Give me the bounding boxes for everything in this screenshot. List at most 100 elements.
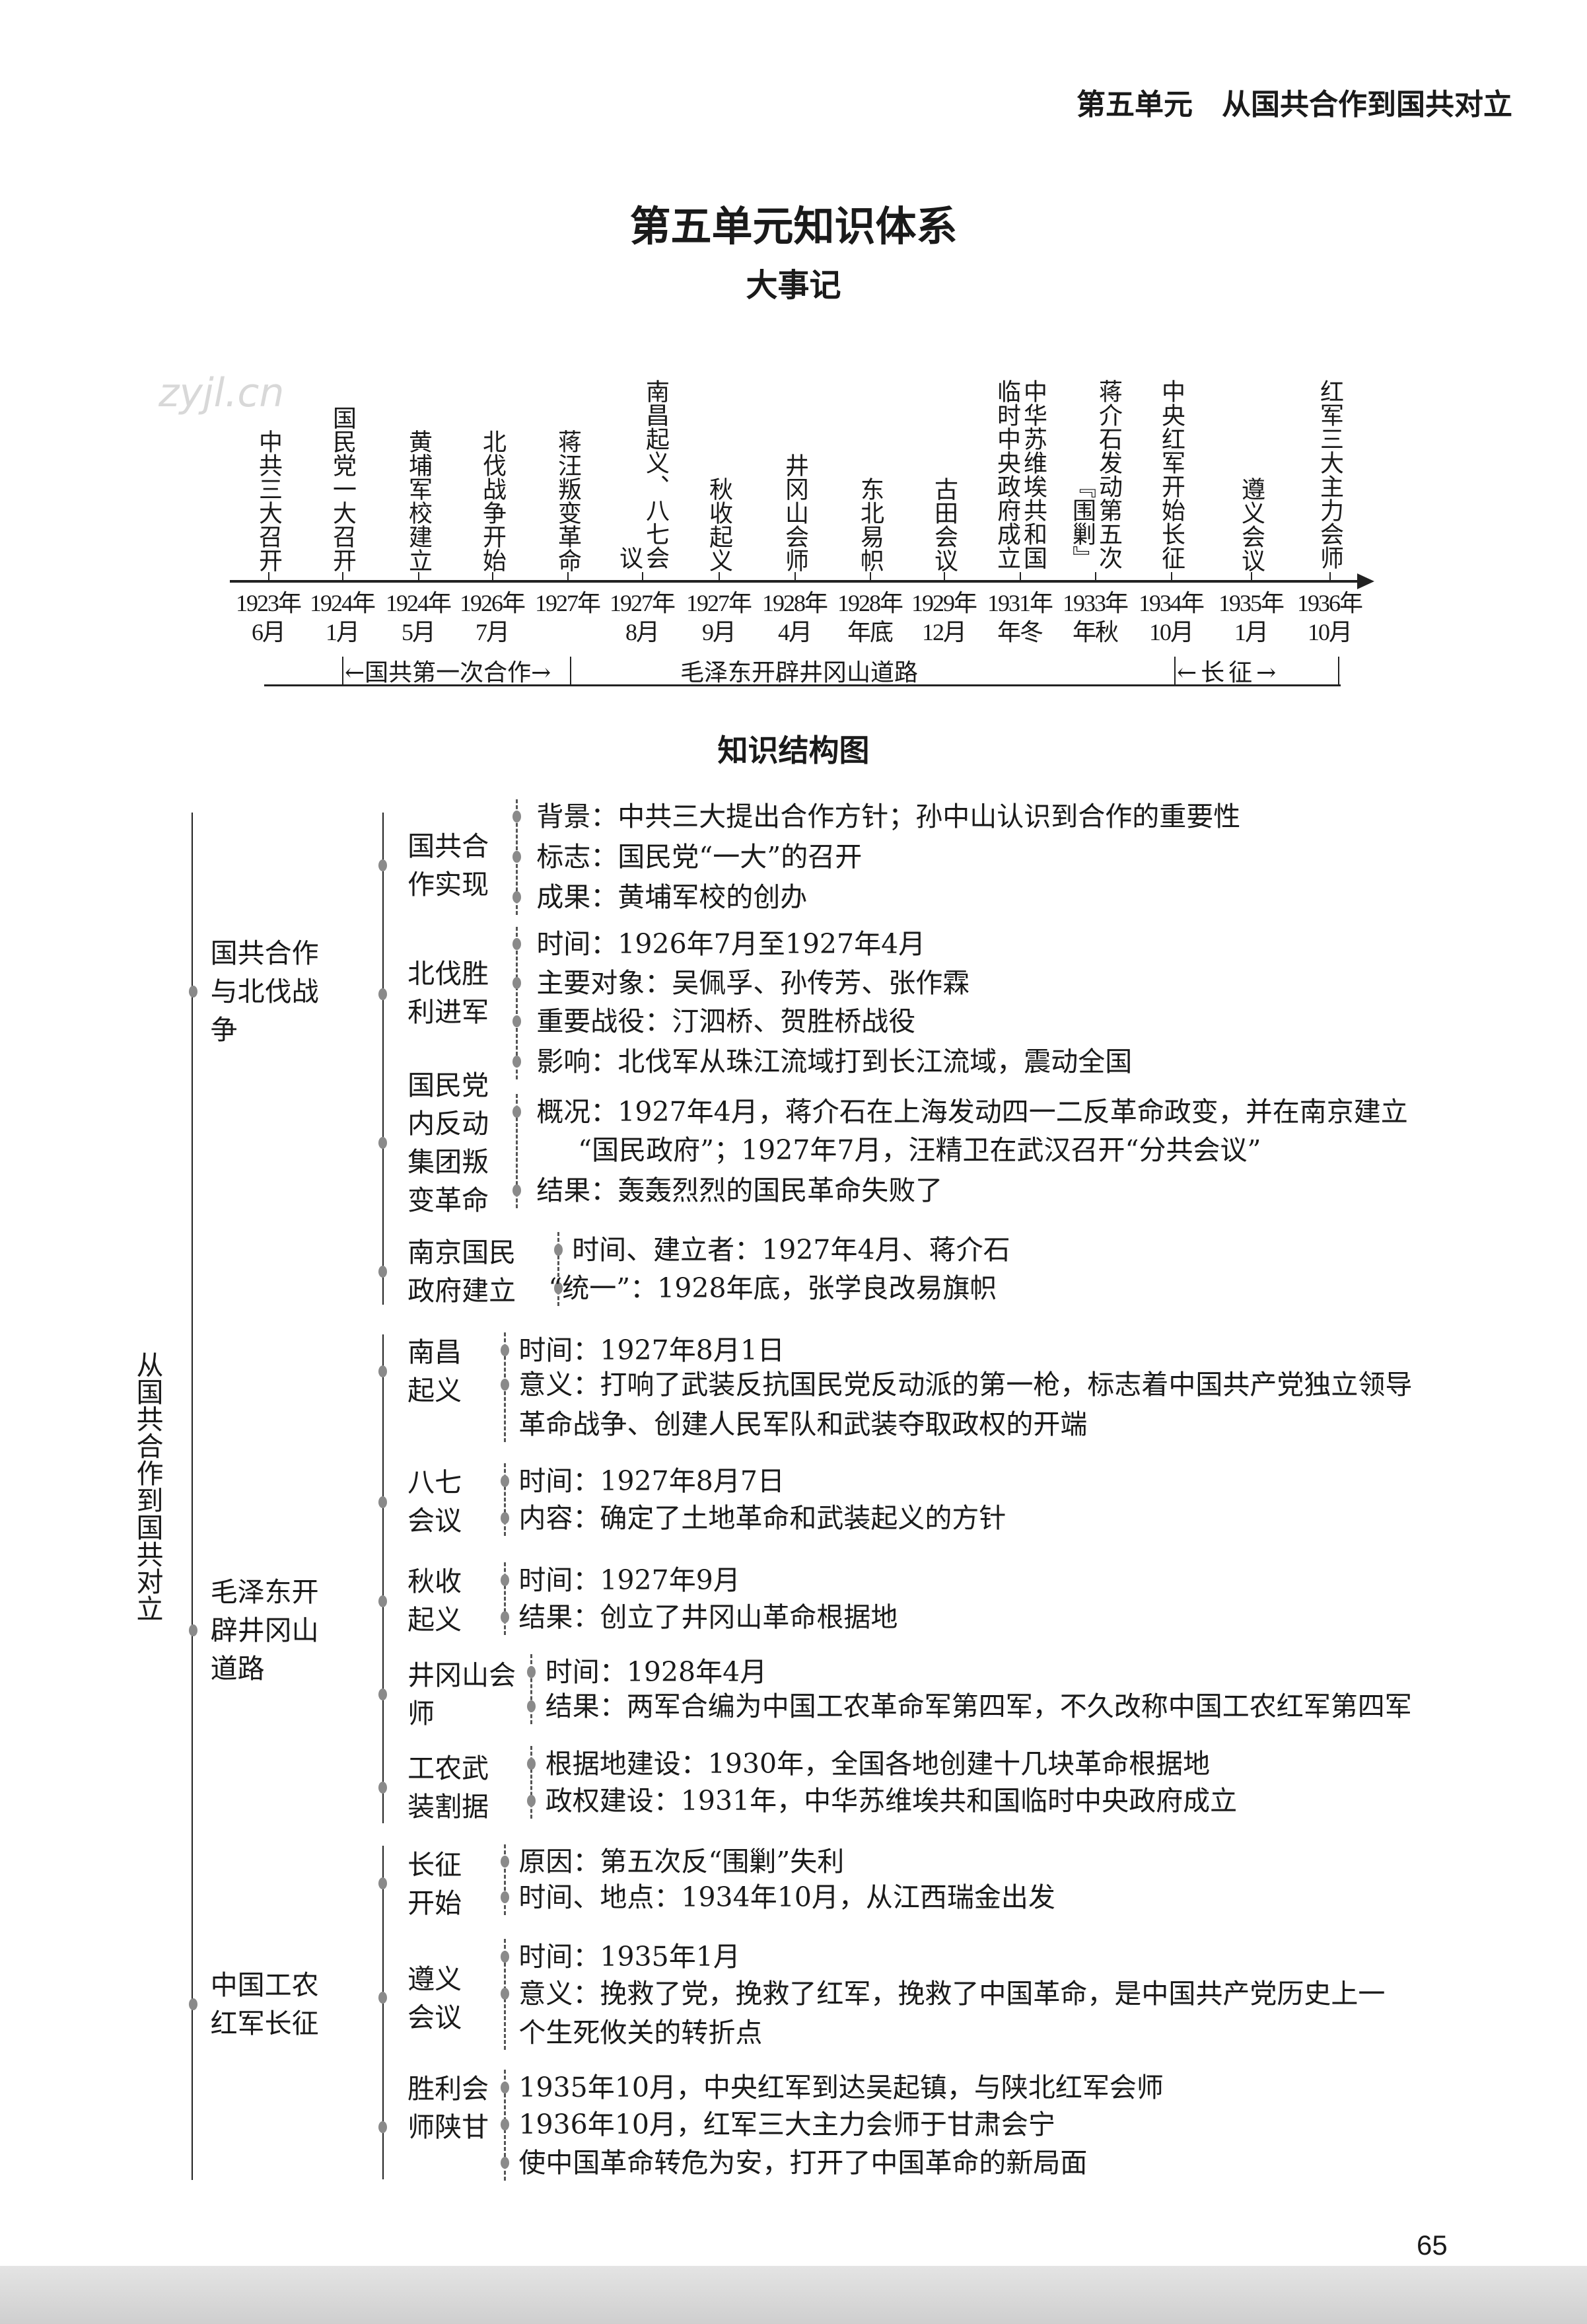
timeline-tick — [794, 572, 796, 581]
timeline-tick — [944, 572, 945, 581]
timeline-event-label: 中华苏维埃共和国临时中央政府成立 — [993, 358, 1047, 569]
timeline-tick — [642, 572, 643, 581]
page-title: 第五单元知识体系 — [629, 202, 958, 250]
timeline-tick — [719, 572, 720, 581]
branch-line — [382, 812, 384, 1305]
timeline-month: 6月 — [251, 619, 286, 645]
detail-bullet-icon — [553, 1282, 563, 1295]
detail-bullet-icon — [512, 1015, 521, 1028]
detail-bullet-icon — [512, 851, 521, 863]
detail-bracket — [515, 926, 518, 1079]
detail-bullet-icon — [500, 1574, 509, 1587]
detail-text: 1935年10月，中央红军到达吴起镇，与陕北红军会师 — [518, 2071, 1164, 2103]
topic-node-icon — [378, 1266, 387, 1278]
detail-text: 原因：第五次反“围剿”失利 — [518, 1846, 845, 1878]
period-label: ←国共第一次合作→ — [345, 659, 551, 686]
timeline-year: 1927年 — [686, 590, 752, 616]
detail-bullet-icon — [500, 2081, 509, 2093]
detail-text: 时间：1927年8月7日 — [518, 1465, 785, 1497]
timeline-year: 1936年 — [1296, 590, 1363, 616]
detail-bullet-icon — [512, 938, 521, 951]
detail-bullet-icon — [500, 1951, 509, 1963]
timeline-tick — [1095, 572, 1096, 581]
detail-text: 概况：1927年4月，蒋介石在上海发动四一二反革命政变，并在南京建立 — [536, 1096, 1408, 1128]
detail-bullet-icon — [512, 976, 521, 989]
detail-text: 结果：轰轰烈烈的国民革命失败了 — [536, 1174, 943, 1206]
detail-bullet-icon — [500, 1378, 509, 1391]
branch-label: 国共合作与北伐战争 — [210, 937, 319, 1046]
timeline-event-label-part: 红军三大 — [1316, 379, 1343, 474]
topic-label: 遵义会议 — [407, 1963, 462, 2033]
detail-bracket — [530, 1654, 533, 1724]
timeline-month: 1月 — [1234, 619, 1269, 645]
timeline-month: 8月 — [625, 619, 660, 645]
detail-text: 结果：两军合编为中国工农革命军第四军，不久改称中国工农红军第四军 — [545, 1690, 1412, 1722]
detail-text: 结果：创立了井冈山革命根据地 — [518, 1601, 898, 1634]
timeline-year: 1928年 — [837, 590, 903, 616]
detail-bullet-icon — [512, 811, 521, 823]
detail-text: 意义：挽救了党，挽救了红军，挽救了中国革命，是中国共产党历史上一 — [518, 1978, 1386, 2010]
detail-text: 时间、地点：1934年10月，从江西瑞金出发 — [518, 1881, 1055, 1914]
detail-bullet-icon — [500, 2118, 509, 2130]
detail-bracket — [515, 1094, 518, 1208]
detail-text: 影响：北伐军从珠江流域打到长江流域，震动全国 — [536, 1045, 1133, 1077]
detail-bullet-icon — [500, 1856, 509, 1868]
detail-text: 革命战争、创建人民军队和武装夺取政权的开端 — [518, 1408, 1088, 1441]
timeline-month: 7月 — [475, 619, 510, 645]
branch-line — [382, 1334, 384, 1824]
timeline-year: 1931年 — [987, 590, 1053, 616]
period-divider — [570, 657, 571, 686]
structure-heading: 知识结构图 — [717, 733, 870, 768]
timeline-month: 1月 — [325, 619, 360, 645]
topic-label: 北伐胜利进军 — [407, 958, 489, 1029]
timeline-tick — [1020, 572, 1021, 581]
timeline-month: 9月 — [701, 619, 736, 645]
timeline-year: 1934年 — [1138, 590, 1205, 616]
topic-node-icon — [378, 2121, 387, 2134]
detail-bracket — [530, 1746, 533, 1819]
period-divider — [1338, 657, 1339, 686]
timeline-event-label: 东北易帜 — [857, 477, 884, 572]
detail-text: 时间：1926年7月至1927年4月 — [536, 928, 926, 961]
timeline-year: 1924年 — [385, 590, 452, 616]
topic-node-icon — [378, 1595, 387, 1607]
detail-bullet-icon — [512, 1055, 521, 1068]
topic-label: 胜利会师陕甘 — [407, 2072, 489, 2143]
topic-label: 八七会议 — [407, 1467, 462, 1537]
timeline-year: 1929年 — [911, 590, 977, 616]
branch-node-icon — [188, 1998, 197, 2010]
timeline-event-label-part: 临时中央政府成立 — [993, 379, 1020, 569]
detail-text: 时间：1928年4月 — [545, 1656, 767, 1689]
topic-label: 南京国民政府建立 — [407, 1237, 516, 1307]
timeline-month: 5月 — [401, 619, 436, 645]
detail-text: 时间：1935年1月 — [518, 1941, 740, 1973]
detail-bullet-icon — [500, 1988, 509, 2000]
timeline-event-label: 井冈山会师 — [781, 453, 808, 572]
topic-label: 秋收起义 — [407, 1566, 462, 1636]
detail-text: 标志：国民党“一大”的召开 — [536, 841, 863, 873]
timeline-event-label-part: 主力会师 — [1316, 474, 1343, 569]
timeline-tick — [1251, 572, 1252, 581]
timeline-month: 年秋 — [1072, 619, 1119, 645]
page-footer-band — [0, 2266, 1587, 2324]
timeline-tick — [492, 572, 493, 581]
timeline-event-label-part: 南昌起义、 — [642, 379, 669, 498]
detail-bullet-icon — [500, 1891, 509, 1904]
axis-arrow-icon — [1357, 573, 1374, 589]
detail-text: 个生死攸关的转折点 — [518, 2016, 763, 2049]
period-divider — [1174, 657, 1176, 686]
timeline-event-label: 中央红军开始长征 — [1158, 358, 1185, 569]
topic-node-icon — [378, 1782, 387, 1794]
timeline-event-label-part: 中央红军 — [1158, 379, 1185, 474]
branch-line — [382, 1845, 384, 2179]
topic-label: 国共合作实现 — [407, 830, 489, 901]
timeline-month: 年底 — [847, 619, 894, 645]
timeline-tick — [567, 572, 569, 581]
timeline-heading: 大事记 — [746, 267, 841, 304]
detail-bullet-icon — [512, 1106, 521, 1118]
branch-label: 中国工农红军长征 — [210, 1969, 319, 2039]
timeline-event-label: 蒋介石发动第五次『围剿』 — [1069, 351, 1122, 569]
running-header: 第五单元 从国共合作到国共对立 — [1076, 88, 1512, 122]
detail-bullet-icon — [527, 1700, 536, 1712]
detail-text: 政权建设：1931年，中华苏维埃共和国临时中央政府成立 — [545, 1785, 1238, 1817]
